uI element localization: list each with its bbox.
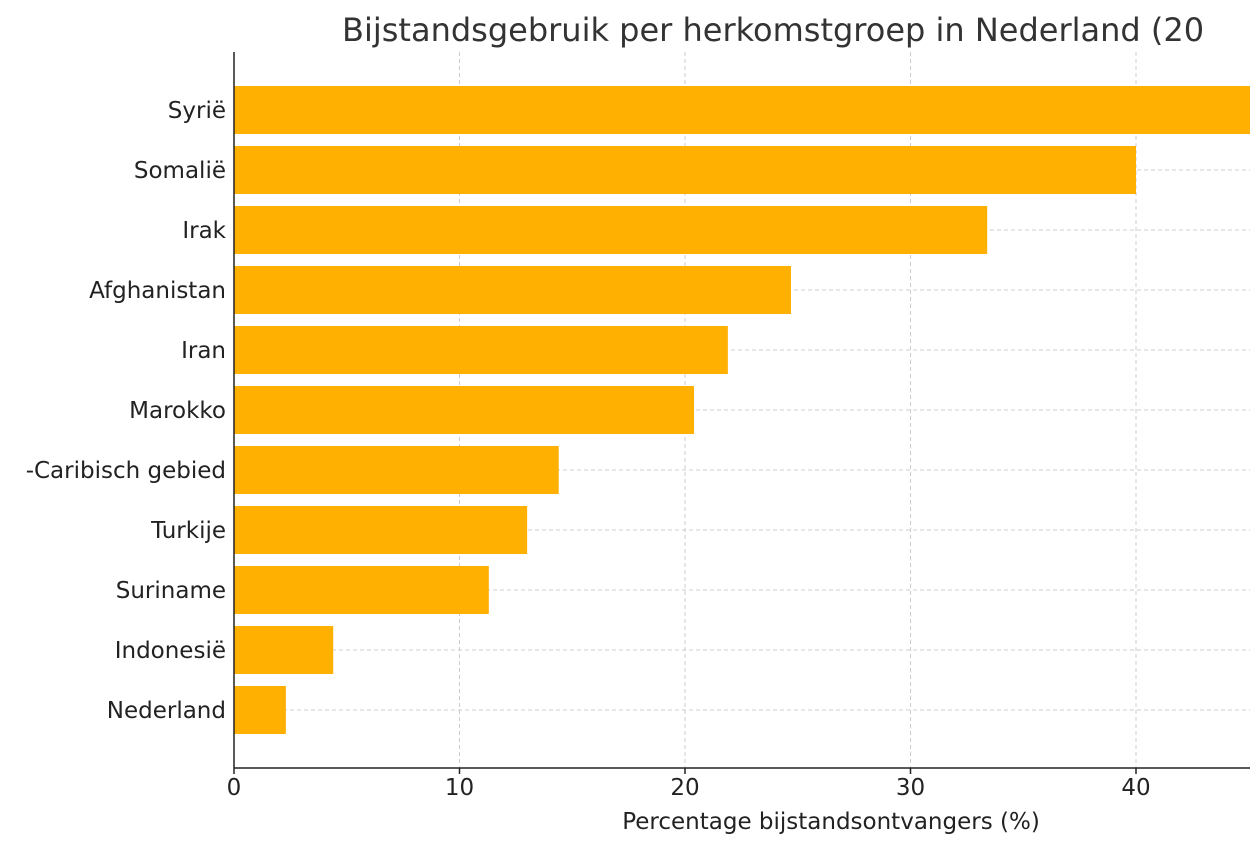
x-tick-label: 10 (445, 775, 474, 801)
x-tick-label: 20 (670, 775, 699, 801)
category-label: -Caribisch gebied (26, 458, 226, 484)
x-tick-label: 0 (227, 775, 242, 801)
bar (234, 326, 728, 374)
bar (234, 266, 791, 314)
x-tick-label: 40 (1121, 775, 1150, 801)
category-labels: Syrië Somalië Irak Afghanistan Iran Marokko -C… (26, 98, 227, 724)
category-label: Iran (181, 338, 226, 364)
x-axis-label: Percentage bijstandsontvangers (%) (622, 809, 1040, 835)
bar (234, 446, 559, 494)
category-label: Indonesië (115, 638, 226, 664)
bar (234, 146, 1136, 194)
bar (234, 206, 988, 254)
bar (234, 386, 695, 434)
category-label: Suriname (116, 578, 226, 604)
category-label: Somalië (134, 158, 226, 184)
bars (234, 86, 1250, 734)
bar (234, 626, 334, 674)
bar (234, 86, 1250, 134)
category-label: Marokko (129, 398, 226, 424)
category-label: Afghanistan (89, 278, 226, 304)
bar (234, 566, 489, 614)
x-tick-label: 30 (896, 775, 925, 801)
category-label: Turkije (150, 518, 226, 544)
x-axis-ticks: 0 10 20 30 40 (227, 768, 1151, 801)
category-label: Nederland (107, 698, 226, 724)
category-label: Irak (182, 218, 226, 244)
chart-title: Bijstandsgebruik per herkomstgroep in Ne… (342, 11, 1204, 49)
category-label: Syrië (168, 98, 226, 124)
bar (234, 686, 286, 734)
bar (234, 506, 528, 554)
